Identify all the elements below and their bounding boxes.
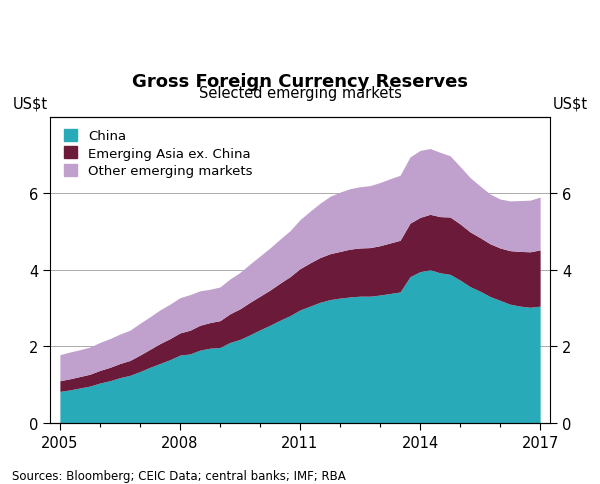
Legend: China, Emerging Asia ex. China, Other emerging markets: China, Emerging Asia ex. China, Other em… <box>61 127 255 181</box>
Text: US$t: US$t <box>13 96 47 111</box>
Text: Sources: Bloomberg; CEIC Data; central banks; IMF; RBA: Sources: Bloomberg; CEIC Data; central b… <box>12 469 346 482</box>
Text: US$t: US$t <box>553 96 587 111</box>
Title: Gross Foreign Currency Reserves: Gross Foreign Currency Reserves <box>132 73 468 91</box>
Text: Selected emerging markets: Selected emerging markets <box>199 86 401 101</box>
